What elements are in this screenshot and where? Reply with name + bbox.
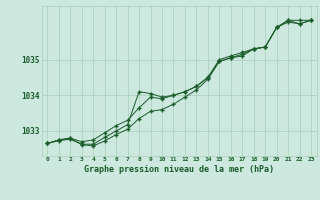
X-axis label: Graphe pression niveau de la mer (hPa): Graphe pression niveau de la mer (hPa): [84, 165, 274, 174]
